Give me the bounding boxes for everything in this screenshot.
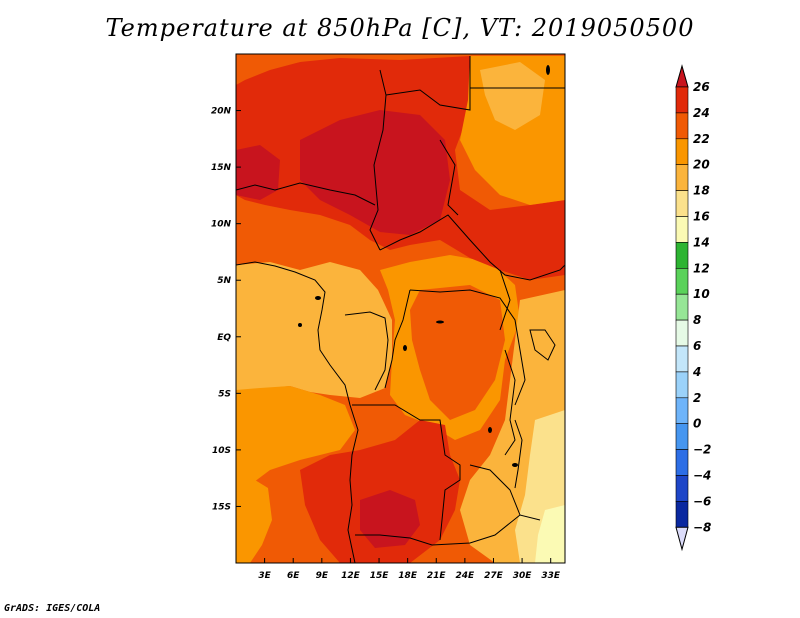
map-frame [235, 53, 566, 564]
y-tick-label: EQ [217, 333, 231, 343]
colorbar-label: 12 [693, 261, 710, 275]
y-tick-label: 10S [212, 446, 231, 456]
colorbar-segment [675, 371, 689, 399]
colorbar-label: 24 [693, 106, 710, 120]
x-tick-label: 15E [370, 571, 390, 581]
colorbar-segment [675, 242, 689, 269]
x-tick-label: 18E [398, 571, 418, 581]
y-tick-label: 20N [211, 107, 232, 117]
x-tick-label: 27E [484, 571, 504, 581]
colorbar-label: 14 [693, 235, 710, 249]
field-gabon-mild-patch [325, 285, 375, 352]
colorbar-segment [675, 475, 689, 502]
colorbar-label: 8 [693, 313, 701, 327]
colorbar-segment [675, 267, 689, 295]
x-tick-label: 6E [287, 571, 300, 581]
x-tick-label: 3E [258, 571, 271, 581]
field-angola-core-hot [360, 490, 420, 548]
colorbar-label: 0 [693, 417, 701, 431]
colorbar-label: 2 [693, 391, 701, 405]
colorbar-segment [675, 164, 689, 191]
y-tick-label: 15N [211, 163, 232, 173]
colorbar-label: 26 [693, 80, 710, 94]
colorbar-segment [675, 345, 689, 373]
x-tick-label: 30E [513, 571, 533, 581]
colorbar-segment [675, 216, 689, 243]
colorbar-segment [675, 397, 689, 424]
colorbar-segment [675, 138, 689, 166]
y-axis: 20N 15N 10N 5N EQ 5S 10S 15S [211, 107, 241, 512]
x-tick-label: 21E [427, 571, 447, 581]
colorbar-label: 6 [693, 339, 701, 353]
field-east-pale-patch [535, 505, 565, 563]
field-congo-mild [410, 285, 505, 420]
field-northeast-cooler-patch [480, 62, 545, 130]
colorbar-label: 16 [693, 210, 710, 224]
colorbar-segment [675, 112, 689, 140]
x-tick-label: 9E [316, 571, 329, 581]
colorbar-label: 10 [693, 287, 710, 301]
colorbar-segment [675, 86, 689, 114]
field-west-coastal-warm-strip [236, 386, 355, 492]
y-tick-label: 5N [217, 276, 231, 286]
colorbar-segment [675, 319, 689, 347]
colorbar-segment [675, 449, 689, 476]
map-area [236, 54, 565, 563]
colorbar-label: −2 [693, 443, 711, 457]
colorbar-label: 4 [692, 365, 701, 379]
colorbar-label: −8 [693, 520, 711, 534]
colorbar-segment [675, 293, 689, 321]
field-west-sahel-red [236, 145, 280, 200]
x-tick-label: 12E [341, 571, 361, 581]
colorbar-segment [675, 190, 689, 217]
y-tick-label: 15S [212, 502, 231, 512]
colorbar-label: 18 [693, 184, 710, 198]
field-angola-zambia-hot [300, 420, 460, 563]
x-tick-label: 33E [541, 571, 561, 581]
x-tick-label: 24E [456, 571, 476, 581]
terrain-specks [298, 65, 550, 467]
colorbar-label: 20 [693, 158, 710, 172]
y-tick-label: 10N [211, 220, 232, 230]
field-south-coast-warm [236, 480, 272, 563]
credit-label: GrADS: IGES/COLA [4, 603, 101, 614]
field-northwest-mild [236, 54, 330, 85]
colorbar-segment [675, 501, 689, 528]
colorbar-label: 22 [693, 132, 710, 146]
colorbar-max-arrow [675, 64, 689, 88]
chart-title: Temperature at 850hPa [C], VT: 201905050… [105, 14, 695, 42]
colorbar-label: −4 [693, 469, 711, 483]
x-axis: 3E 6E 9E 12E 15E 18E 21E 24E 27E 30E 33E [258, 558, 561, 581]
y-tick-label: 5S [218, 389, 231, 399]
coastlines-and-borders [236, 56, 565, 563]
colorbar-label: −6 [693, 494, 711, 508]
colorbar-segment [675, 423, 689, 450]
colorbar-min-arrow [675, 526, 689, 552]
